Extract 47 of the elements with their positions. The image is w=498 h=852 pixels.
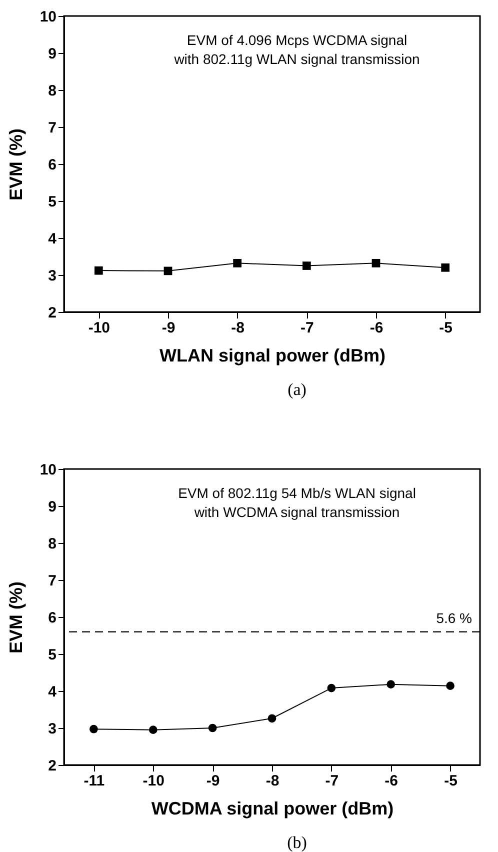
y-tick-label: 10 bbox=[40, 462, 56, 478]
point bbox=[386, 680, 396, 689]
y-tick-label: 4 bbox=[48, 230, 58, 248]
y-axis-title: EVM (%) bbox=[6, 581, 26, 654]
x-axis-title: WCDMA signal power (dBm) bbox=[151, 798, 394, 818]
x-tick-label: -9 bbox=[162, 320, 176, 336]
annotation: EVM of 4.096 Mcps WCDMA signal with 802.11g WLAN signal transmission bbox=[173, 32, 420, 67]
y-tick-label: 6 bbox=[48, 610, 56, 626]
y-tick-label: 2 bbox=[48, 758, 56, 774]
annotation: EVM of 802.11g 54 Mb/s WLAN signal with WCDMA signal transmission bbox=[178, 485, 416, 520]
y-tick-label: 7 bbox=[48, 572, 56, 590]
text: (a) bbox=[288, 380, 306, 399]
y-tick-label: 5 bbox=[48, 194, 56, 210]
y-tick-label: 3 bbox=[48, 720, 56, 738]
y-tick-label: 9 bbox=[48, 498, 56, 516]
y-tick-label: 9 bbox=[48, 46, 56, 62]
x-tick-label: -9 bbox=[206, 772, 220, 790]
x-tick-label: -7 bbox=[325, 772, 339, 790]
x-tick-label: -7 bbox=[300, 320, 314, 336]
x-tick-label: -10 bbox=[88, 320, 110, 336]
y-tick-label: 3 bbox=[48, 268, 56, 284]
y-tick-label: 5 bbox=[48, 646, 56, 664]
x-tick-label: -5 bbox=[439, 320, 453, 336]
y-tick-label: 2 bbox=[48, 304, 56, 322]
x-tick-label: -11 bbox=[84, 772, 105, 790]
y-tick-label: 7 bbox=[48, 120, 56, 136]
y-axis-title: EVM (%) bbox=[6, 128, 26, 200]
y-tick-label: 6 bbox=[48, 156, 56, 174]
point bbox=[446, 682, 454, 690]
point bbox=[268, 714, 276, 723]
point bbox=[327, 684, 336, 692]
x-tick-label: -5 bbox=[444, 772, 458, 790]
text: (b) bbox=[287, 833, 307, 852]
point bbox=[208, 724, 217, 732]
point bbox=[148, 726, 158, 734]
y-tick-label: 10 bbox=[40, 8, 56, 26]
ref-line-label: 5.6 % bbox=[436, 610, 472, 626]
x-tick-label: -6 bbox=[370, 320, 384, 336]
x-tick-label: -8 bbox=[231, 320, 245, 336]
x-axis-title: WLAN signal power (dBm) bbox=[160, 346, 386, 366]
x-tick-label: -10 bbox=[142, 772, 164, 790]
x-tick-label: -8 bbox=[266, 772, 280, 790]
y-tick-label: 4 bbox=[48, 684, 58, 700]
point bbox=[90, 724, 98, 734]
x-tick-label: -6 bbox=[384, 772, 398, 790]
y-tick-label: 8 bbox=[48, 536, 56, 552]
y-tick-label: 8 bbox=[48, 82, 56, 100]
